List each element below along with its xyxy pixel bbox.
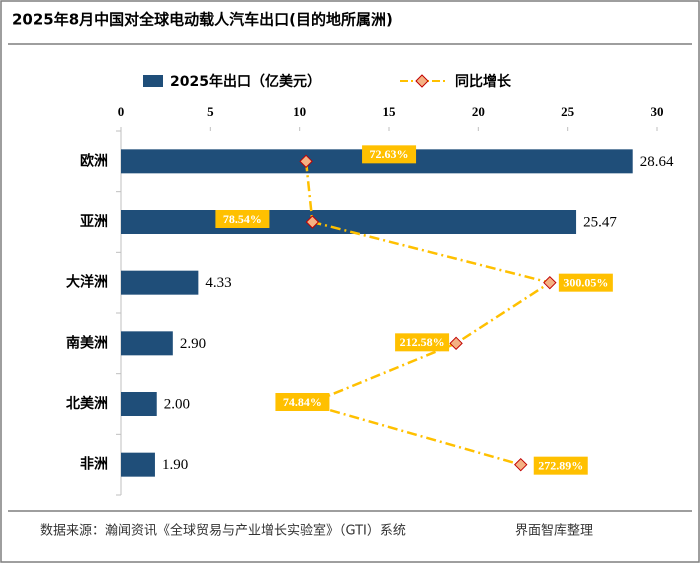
legend-label: 同比增长 (455, 73, 512, 90)
data-label-box: 74.84% (275, 393, 330, 411)
x-tick-label: 30 (651, 104, 664, 119)
x-tick-label: 10 (293, 104, 306, 119)
y-tick-label: 南美洲 (66, 334, 108, 351)
marker (543, 275, 557, 290)
y-tick-label: 北美洲 (66, 395, 108, 412)
bar (121, 210, 577, 234)
chart-title: 2025年8月中国对全球电动载人汽车出口(目的地所属洲) (12, 11, 393, 29)
data-label-box: 72.63% (362, 145, 417, 164)
legend-swatch (415, 74, 429, 88)
data-label: 28.64 (640, 154, 674, 170)
label-bg (362, 145, 417, 164)
marker (514, 457, 528, 472)
label-bg (395, 333, 450, 352)
marker (299, 154, 313, 169)
label-bg (215, 210, 270, 228)
credit: 界面智库整理 (515, 523, 593, 539)
label-bg (558, 273, 613, 292)
data-label: 4.33 (205, 275, 231, 291)
data-label: 212.58% (400, 335, 445, 349)
label-bg (533, 456, 588, 475)
y-tick-label: 非洲 (80, 456, 108, 473)
x-tick-label: 0 (118, 104, 125, 119)
label-bg (275, 393, 330, 411)
x-tick-label: 25 (561, 104, 575, 119)
marker (305, 215, 320, 229)
data-label-box: 78.54% (215, 210, 270, 228)
x-tick-label: 20 (472, 104, 485, 119)
data-label: 2.90 (180, 336, 206, 352)
data-label: 2.00 (164, 396, 190, 412)
data-label: 72.63% (370, 147, 409, 161)
data-label-box: 300.05% (558, 273, 613, 292)
data-label: 272.89% (538, 458, 583, 472)
x-tick-label: 5 (207, 104, 214, 119)
source: 数据来源：瀚闻资讯《全球贸易与产业增长实验室》（GTI）系统 (40, 523, 406, 539)
legend-swatch (143, 75, 163, 87)
bar (121, 452, 155, 477)
data-label-box: 212.58% (395, 333, 450, 352)
data-label: 25.47 (583, 214, 617, 230)
bar (121, 331, 173, 356)
y-tick-label: 欧洲 (80, 152, 108, 169)
growth-line (304, 161, 553, 466)
bar (121, 270, 199, 295)
y-tick-label: 亚洲 (80, 214, 108, 230)
data-label: 300.05% (563, 275, 608, 289)
marker (449, 336, 463, 351)
data-label: 74.84% (283, 395, 322, 409)
y-tick-label: 大洋洲 (66, 274, 108, 291)
data-label-box: 272.89% (533, 456, 588, 475)
data-label: 78.54% (223, 212, 262, 226)
bar (121, 392, 157, 416)
x-tick-label: 15 (383, 104, 397, 119)
data-label: 1.90 (162, 457, 188, 473)
legend-label: 2025年出口（亿美元） (170, 73, 321, 90)
